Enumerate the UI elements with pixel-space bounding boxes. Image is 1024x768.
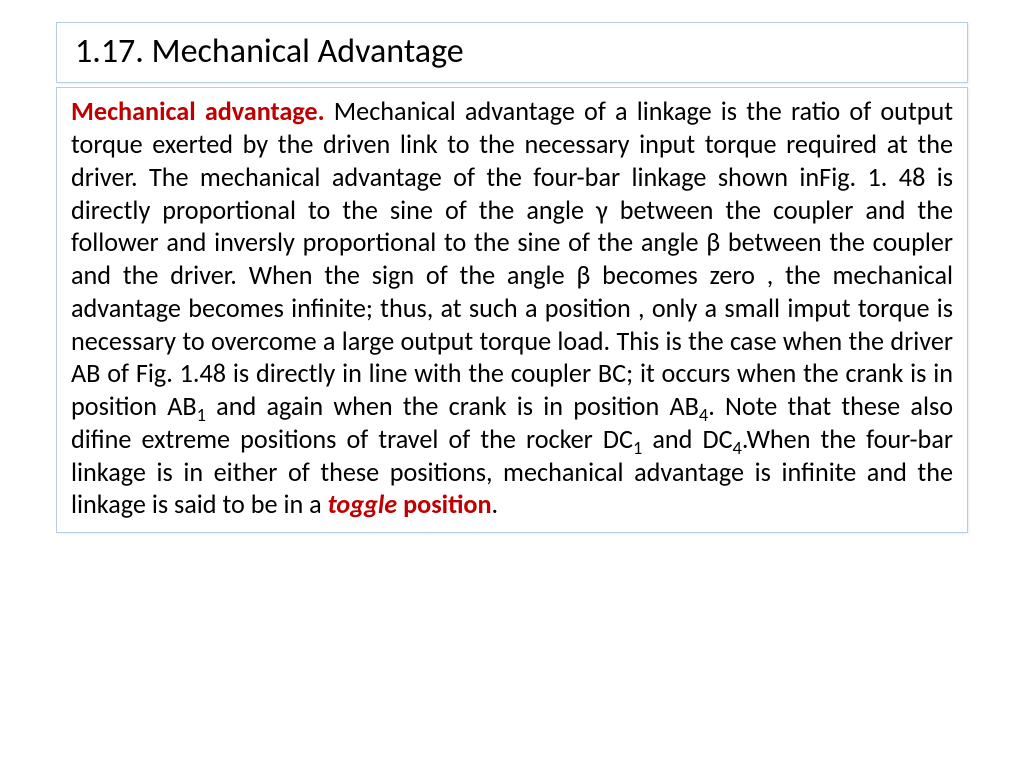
title-box: 1.17. Mechanical Advantage (56, 22, 968, 83)
body-run-4: and DC (642, 424, 732, 456)
body-box: Mechanical advantage. Mechanical advanta… (56, 87, 968, 533)
body-paragraph: Mechanical advantage. Mechanical advanta… (71, 96, 953, 522)
body-run-2: and again when the crank is in position … (206, 391, 699, 423)
body-period: . (492, 489, 499, 521)
toggle-word: toggle (328, 489, 398, 521)
slide-container: 1.17. Mechanical Advantage Mechanical ad… (0, 0, 1024, 768)
position-word: position (403, 489, 491, 521)
lead-term: Mechanical advantage. (71, 96, 325, 128)
body-run-1: Mechanical advantage of a linkage is the… (71, 96, 953, 423)
slide-title: 1.17. Mechanical Advantage (75, 33, 949, 70)
